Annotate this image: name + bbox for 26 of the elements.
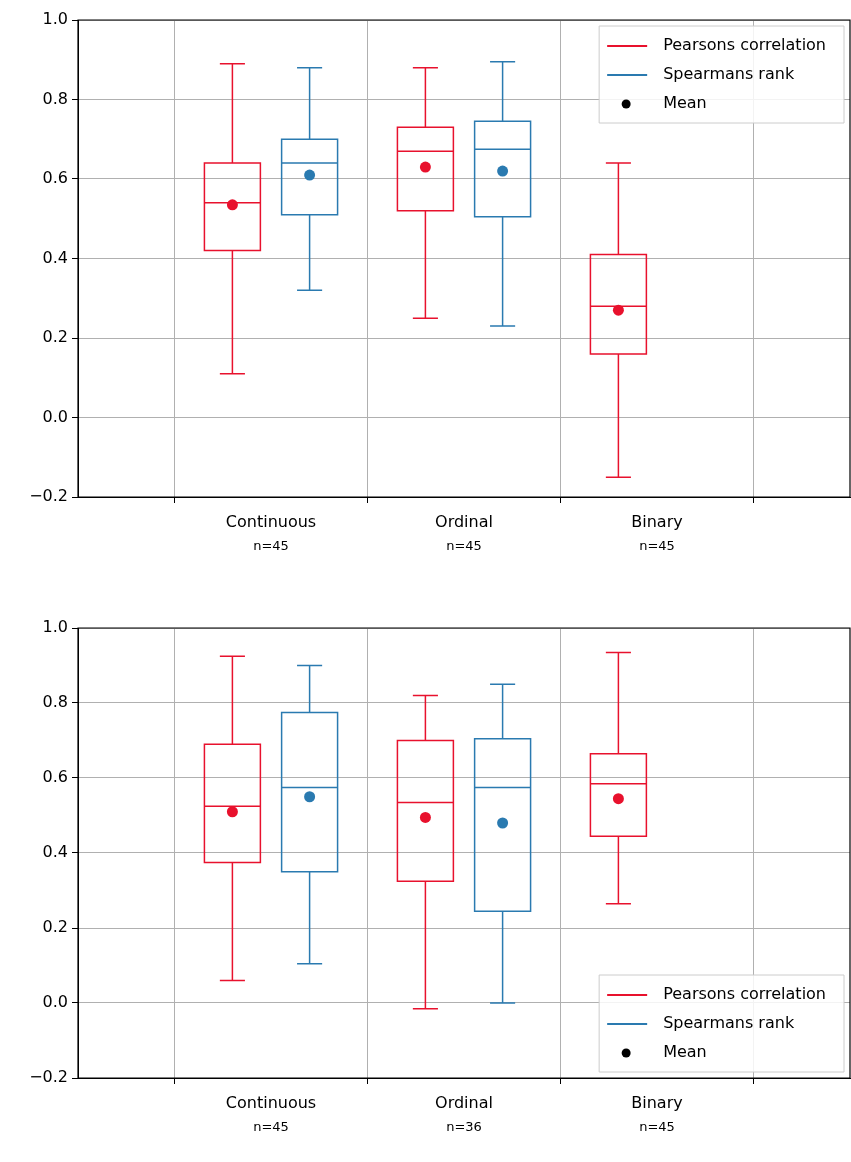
legend-label: Spearmans rank [663, 1013, 795, 1033]
y-tick-label: −0.2 [29, 486, 68, 506]
legend-label: Pearsons correlation [663, 35, 826, 55]
y-tick-label: 0.0 [42, 992, 68, 1012]
y-tick-label: 0.6 [42, 168, 68, 188]
x-tick-label: Binary n=45 [631, 512, 683, 553]
y-tick-label: 0.4 [42, 247, 68, 267]
y-tick-label: 0.8 [42, 88, 68, 108]
x-tick-label: Continuous n=45 [225, 512, 317, 553]
y-tick-label: −0.2 [29, 1067, 68, 1087]
x-tick-label: Ordinal n=36 [435, 1093, 493, 1134]
y-tick-label: 0.6 [42, 767, 68, 787]
y-tick-label: 0.0 [42, 406, 68, 426]
y-tick-label: 0.2 [42, 917, 68, 937]
y-tick-label: 0.8 [42, 692, 68, 712]
y-tick-label: 0.2 [42, 327, 68, 347]
y-tick-label: 1.0 [42, 617, 68, 637]
y-tick-label: 0.4 [42, 842, 68, 862]
x-tick-label: Binary n=45 [631, 1093, 683, 1134]
legend-label: Mean [663, 93, 707, 113]
legend-label: Spearmans rank [663, 64, 795, 84]
x-tick-label: Continuous n=45 [225, 1093, 317, 1134]
x-tick-label: Ordinal n=45 [435, 512, 493, 553]
y-tick-label: 1.0 [42, 9, 68, 29]
legend-label: Mean [663, 1042, 707, 1062]
legend-label: Pearsons correlation [663, 984, 826, 1004]
